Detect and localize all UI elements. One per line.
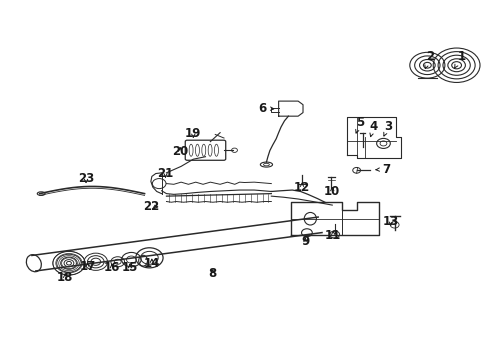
Text: 22: 22 [142, 201, 159, 213]
Text: 10: 10 [324, 185, 340, 198]
Text: 9: 9 [301, 235, 309, 248]
Text: 14: 14 [143, 257, 160, 270]
Text: 23: 23 [78, 172, 94, 185]
Text: 13: 13 [382, 215, 398, 228]
Text: 5: 5 [355, 116, 364, 133]
Text: 7: 7 [375, 163, 389, 176]
Text: 18: 18 [57, 271, 73, 284]
Text: 16: 16 [103, 261, 120, 274]
Text: 15: 15 [122, 261, 138, 274]
Text: 17: 17 [79, 260, 96, 273]
Text: 1: 1 [454, 50, 465, 68]
Text: 20: 20 [172, 145, 188, 158]
Text: 12: 12 [293, 181, 309, 194]
Text: 4: 4 [369, 120, 377, 137]
Text: 21: 21 [157, 167, 173, 180]
Text: 3: 3 [383, 120, 391, 136]
Text: 19: 19 [185, 127, 201, 140]
Text: 6: 6 [258, 102, 273, 115]
Text: 8: 8 [208, 267, 217, 280]
Text: 2: 2 [424, 50, 433, 69]
Text: 11: 11 [325, 229, 341, 242]
